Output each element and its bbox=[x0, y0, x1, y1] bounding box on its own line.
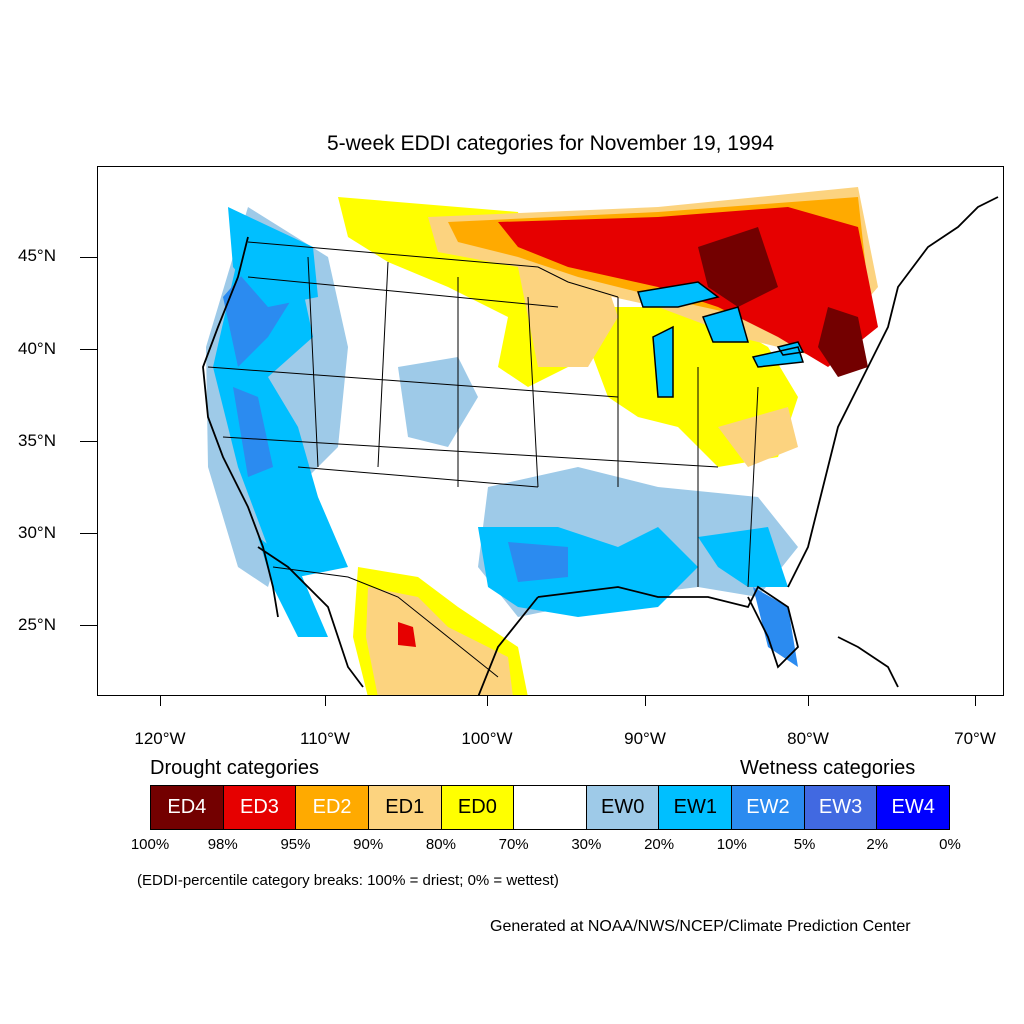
great-lakes bbox=[637, 281, 805, 398]
percentile-break: 30% bbox=[571, 836, 602, 853]
lon-label-70: 70°W bbox=[954, 729, 996, 748]
map-canvas bbox=[202, 187, 999, 695]
category-legend: ED4 ED3 ED2 ED1 ED0 EW0 EW1 EW2 EW3 EW4 bbox=[150, 785, 950, 830]
ohio-ed1 bbox=[718, 407, 798, 467]
canada-ed4 bbox=[698, 227, 778, 307]
lon-tick bbox=[645, 696, 646, 706]
legend-swatch-ed2: ED2 bbox=[296, 786, 369, 829]
baja-ew1 bbox=[258, 537, 328, 637]
lat-label-25: 25°N bbox=[18, 615, 56, 634]
mexico-ed3 bbox=[398, 622, 416, 647]
lat-tick bbox=[80, 257, 97, 258]
legend-swatch-normal bbox=[514, 786, 587, 829]
lon-tick bbox=[325, 696, 326, 706]
credit-line: Generated at NOAA/NWS/NCEP/Climate Predi… bbox=[490, 918, 911, 935]
percentile-break: 10% bbox=[716, 836, 747, 853]
percentile-break: 5% bbox=[793, 836, 816, 853]
legend-swatch-ew2: EW2 bbox=[732, 786, 805, 829]
lon-tick bbox=[975, 696, 976, 706]
lon-tick bbox=[160, 696, 161, 706]
legend-swatch-ed0: ED0 bbox=[441, 786, 515, 829]
percentile-break: 70% bbox=[498, 836, 529, 853]
lon-label-100: 100°W bbox=[461, 729, 513, 748]
lat-label-35: 35°N bbox=[18, 431, 56, 450]
percentile-break: 90% bbox=[353, 836, 384, 853]
lat-label-40: 40°N bbox=[18, 339, 56, 358]
map-title: 5-week EDDI categories for November 19, … bbox=[326, 132, 775, 155]
percentile-break: 20% bbox=[644, 836, 675, 853]
lat-tick bbox=[80, 349, 97, 350]
borders bbox=[207, 241, 759, 678]
percentile-break: 95% bbox=[280, 836, 311, 853]
lat-tick bbox=[80, 441, 97, 442]
lon-tick bbox=[487, 696, 488, 706]
legend-swatch-ew3: EW3 bbox=[804, 786, 878, 829]
northeast-ed4 bbox=[818, 307, 868, 377]
lon-label-110: 110°W bbox=[300, 729, 350, 748]
lon-label-120: 120°W bbox=[134, 729, 186, 748]
west-ew2b bbox=[233, 387, 273, 477]
legend-swatch-ed3: ED3 bbox=[223, 786, 297, 829]
south-ew2 bbox=[508, 542, 568, 582]
mexico-ed1 bbox=[366, 587, 513, 695]
lat-label-45: 45°N bbox=[18, 246, 56, 265]
legend-swatch-ew4: EW4 bbox=[877, 786, 950, 829]
coastlines bbox=[202, 196, 999, 695]
wetness-heading: Wetness categories bbox=[740, 757, 916, 779]
lat-label-30: 30°N bbox=[18, 523, 56, 542]
percentile-break: 80% bbox=[425, 836, 456, 853]
percentile-break: 0% bbox=[939, 836, 961, 853]
percentile-break: 98% bbox=[207, 836, 238, 853]
lon-label-80: 80°W bbox=[787, 729, 829, 748]
lon-tick bbox=[808, 696, 809, 706]
percentile-break: 100% bbox=[130, 836, 170, 853]
lat-tick bbox=[80, 533, 97, 534]
category-note: (EDDI-percentile category breaks: 100% =… bbox=[137, 872, 559, 889]
legend-swatch-ew1: EW1 bbox=[659, 786, 733, 829]
eddi-map bbox=[97, 166, 1004, 696]
legend-swatch-ed1: ED1 bbox=[368, 786, 442, 829]
southeast-ew1 bbox=[698, 527, 788, 587]
percentile-break: 2% bbox=[866, 836, 889, 853]
drought-heading: Drought categories bbox=[150, 757, 319, 779]
lon-label-90: 90°W bbox=[624, 729, 666, 748]
lat-tick bbox=[80, 625, 97, 626]
legend-swatch-ew0: EW0 bbox=[586, 786, 660, 829]
legend-swatch-ed4: ED4 bbox=[151, 786, 224, 829]
